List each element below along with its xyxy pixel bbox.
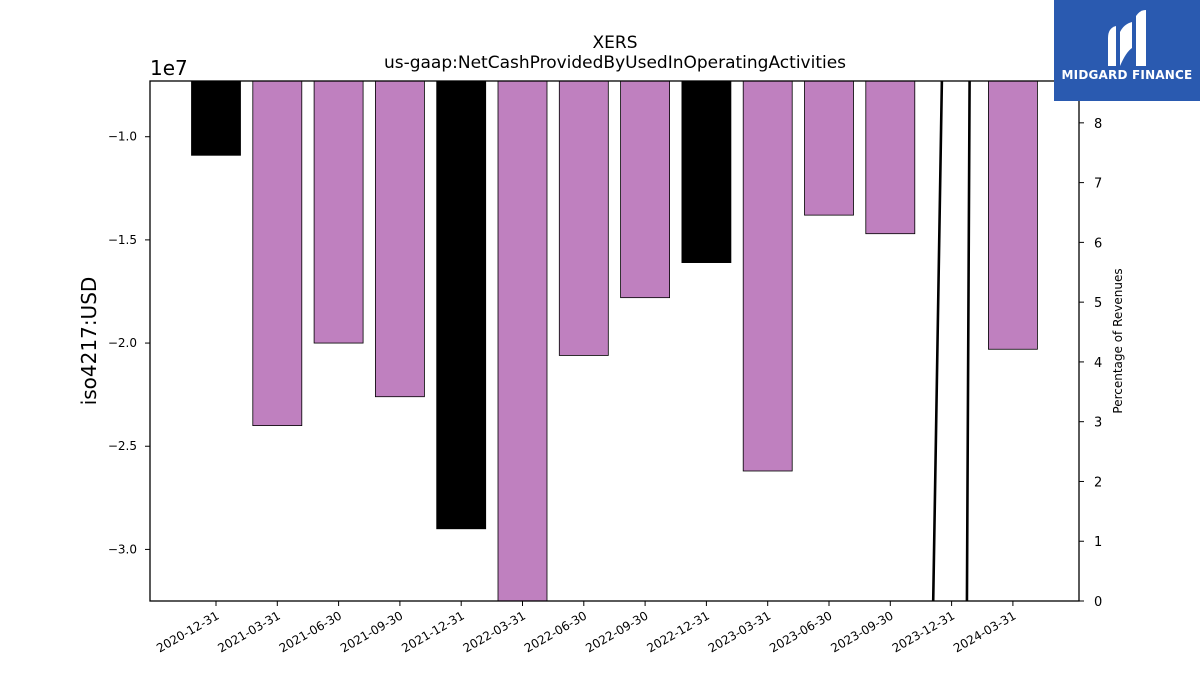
x-tick-label: 2023-09-30 — [828, 608, 895, 655]
brand-logo: MIDGARD FINANCE — [1054, 0, 1200, 101]
bar-2021-09-30 — [374, 81, 425, 398]
x-tick-label: 2021-09-30 — [338, 608, 405, 655]
y-axis-label: iso4217:USD — [77, 277, 101, 406]
logo-text: MIDGARD FINANCE — [1061, 68, 1193, 82]
bar-2022-12-31 — [681, 81, 732, 263]
y-tick-label: −2.0 — [108, 336, 137, 350]
x-tick-label: 2024-03-31 — [951, 608, 1018, 655]
x-tick-label: 2021-03-31 — [215, 608, 282, 655]
y-tick-label: −1.5 — [108, 233, 137, 247]
x-tick-label: 2023-06-30 — [767, 608, 834, 655]
x-tick-label: 2021-06-30 — [277, 608, 344, 655]
bar-2021-03-31 — [252, 81, 303, 427]
x-tick-label: 2022-12-31 — [644, 608, 711, 655]
bar-2020-12-31 — [191, 81, 241, 156]
bar-2022-06-30 — [558, 81, 609, 356]
y2-axis-label: Percentage of Revenues — [1111, 268, 1125, 413]
y2-tick-label: 5 — [1094, 296, 1102, 311]
y-tick-label: −3.0 — [108, 542, 137, 556]
x-tick-label: 2023-03-31 — [706, 608, 773, 655]
x-tick-label: 2022-03-31 — [461, 608, 528, 655]
x-tick-label: 2021-12-31 — [399, 608, 466, 655]
bar-2021-12-31 — [436, 81, 487, 530]
y2-axis-ticks: 0 1 2 3 4 5 6 7 8 — [1079, 117, 1102, 610]
x-tick-label: 2020-12-31 — [154, 608, 221, 655]
x-tick-label: 2022-09-30 — [583, 608, 650, 655]
x-axis-ticks: 2020-12-312021-03-312021-06-302021-09-30… — [154, 601, 1018, 655]
chart-subtitle: us-gaap:NetCashProvidedByUsedInOperating… — [384, 53, 846, 73]
x-tick-label: 2022-06-30 — [522, 608, 589, 655]
y2-tick-label: 0 — [1094, 595, 1102, 610]
logo-mark-icon — [1108, 10, 1146, 66]
percentage-line — [931, 81, 971, 601]
plot-frame — [149, 80, 1080, 602]
y-axis-ticks: −1.0 −1.5 −2.0 −2.5 −3.0 — [108, 130, 150, 556]
x-tick-label: 2023-12-31 — [890, 608, 957, 655]
y2-tick-label: 1 — [1094, 535, 1102, 550]
bar-2023-06-30 — [804, 81, 854, 216]
y-tick-label: −2.5 — [108, 439, 137, 453]
y2-tick-label: 7 — [1094, 177, 1102, 192]
y2-tick-label: 4 — [1094, 356, 1102, 371]
chart-title: XERS — [593, 33, 638, 53]
y2-tick-label: 8 — [1094, 117, 1102, 132]
bar-2024-03-31 — [988, 81, 1038, 350]
line-layer — [931, 81, 971, 601]
bar-2023-03-31 — [742, 81, 793, 472]
y2-tick-label: 6 — [1094, 236, 1102, 251]
y2-tick-label: 2 — [1094, 475, 1102, 490]
bars-group — [191, 81, 1038, 601]
y2-tick-label: 3 — [1094, 416, 1102, 431]
bar-2023-09-30 — [865, 81, 916, 235]
bar-2021-06-30 — [313, 81, 364, 344]
bar-2022-03-31 — [497, 81, 548, 601]
bar-2022-09-30 — [620, 81, 670, 299]
y-tick-label: −1.0 — [108, 130, 137, 144]
y-offset-label: 1e7 — [150, 56, 188, 80]
